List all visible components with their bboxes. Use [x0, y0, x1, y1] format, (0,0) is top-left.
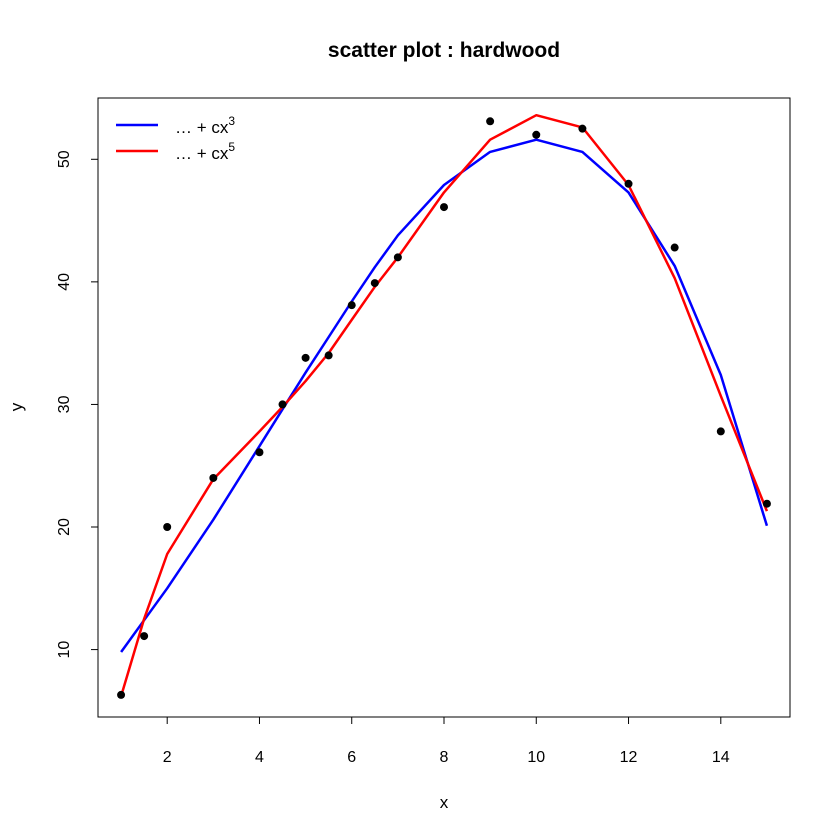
y-tick-label: 40 [56, 273, 73, 291]
y-axis-label: y [7, 402, 26, 411]
data-point [486, 117, 495, 126]
data-points [117, 117, 771, 699]
legend-label-2: … + cx5 [175, 140, 235, 163]
legend-label-exponent: 5 [228, 140, 235, 154]
x-tick-label: 2 [163, 749, 172, 766]
series-lines [119, 113, 769, 697]
x-tick-label: 14 [712, 749, 730, 766]
x-tick-label: 10 [527, 749, 545, 766]
data-point [670, 243, 679, 252]
x-axis: 2 4 6 8 10 12 14 [163, 716, 730, 766]
data-point [440, 203, 448, 212]
series-line-2 [119, 113, 769, 697]
data-point [578, 124, 587, 133]
data-point [624, 179, 633, 188]
data-point [301, 353, 310, 362]
data-point [532, 130, 541, 139]
x-tick-label: 4 [255, 749, 264, 766]
x-tick-label: 6 [347, 749, 356, 766]
data-point [370, 279, 379, 288]
data-point [762, 499, 771, 508]
data-point [324, 351, 333, 360]
data-point [163, 523, 172, 532]
legend-label-text: … + cx [175, 118, 229, 137]
data-point [117, 690, 126, 699]
chart-title: scatter plot : hardwood [328, 39, 560, 62]
legend-label-text: … + cx [175, 144, 229, 163]
x-tick-label: 12 [620, 749, 638, 766]
y-tick-label: 30 [56, 395, 73, 413]
data-point [255, 448, 264, 457]
legend: … + cx3… + cx5 [116, 114, 235, 163]
data-point [716, 427, 725, 436]
data-point [393, 253, 402, 262]
y-tick-label: 10 [56, 641, 73, 659]
y-axis: 10 20 30 40 50 [56, 150, 99, 659]
y-tick-label: 20 [56, 518, 73, 536]
y-tick-label: 50 [56, 150, 73, 168]
data-point [347, 301, 356, 310]
legend-label-1: … + cx3 [175, 114, 235, 137]
data-point [278, 400, 287, 409]
legend-label-exponent: 3 [228, 114, 235, 128]
x-axis-label: x [440, 793, 449, 812]
data-point [140, 632, 149, 641]
series-line-1 [120, 138, 769, 653]
data-point [209, 473, 218, 482]
x-tick-label: 8 [440, 749, 449, 766]
